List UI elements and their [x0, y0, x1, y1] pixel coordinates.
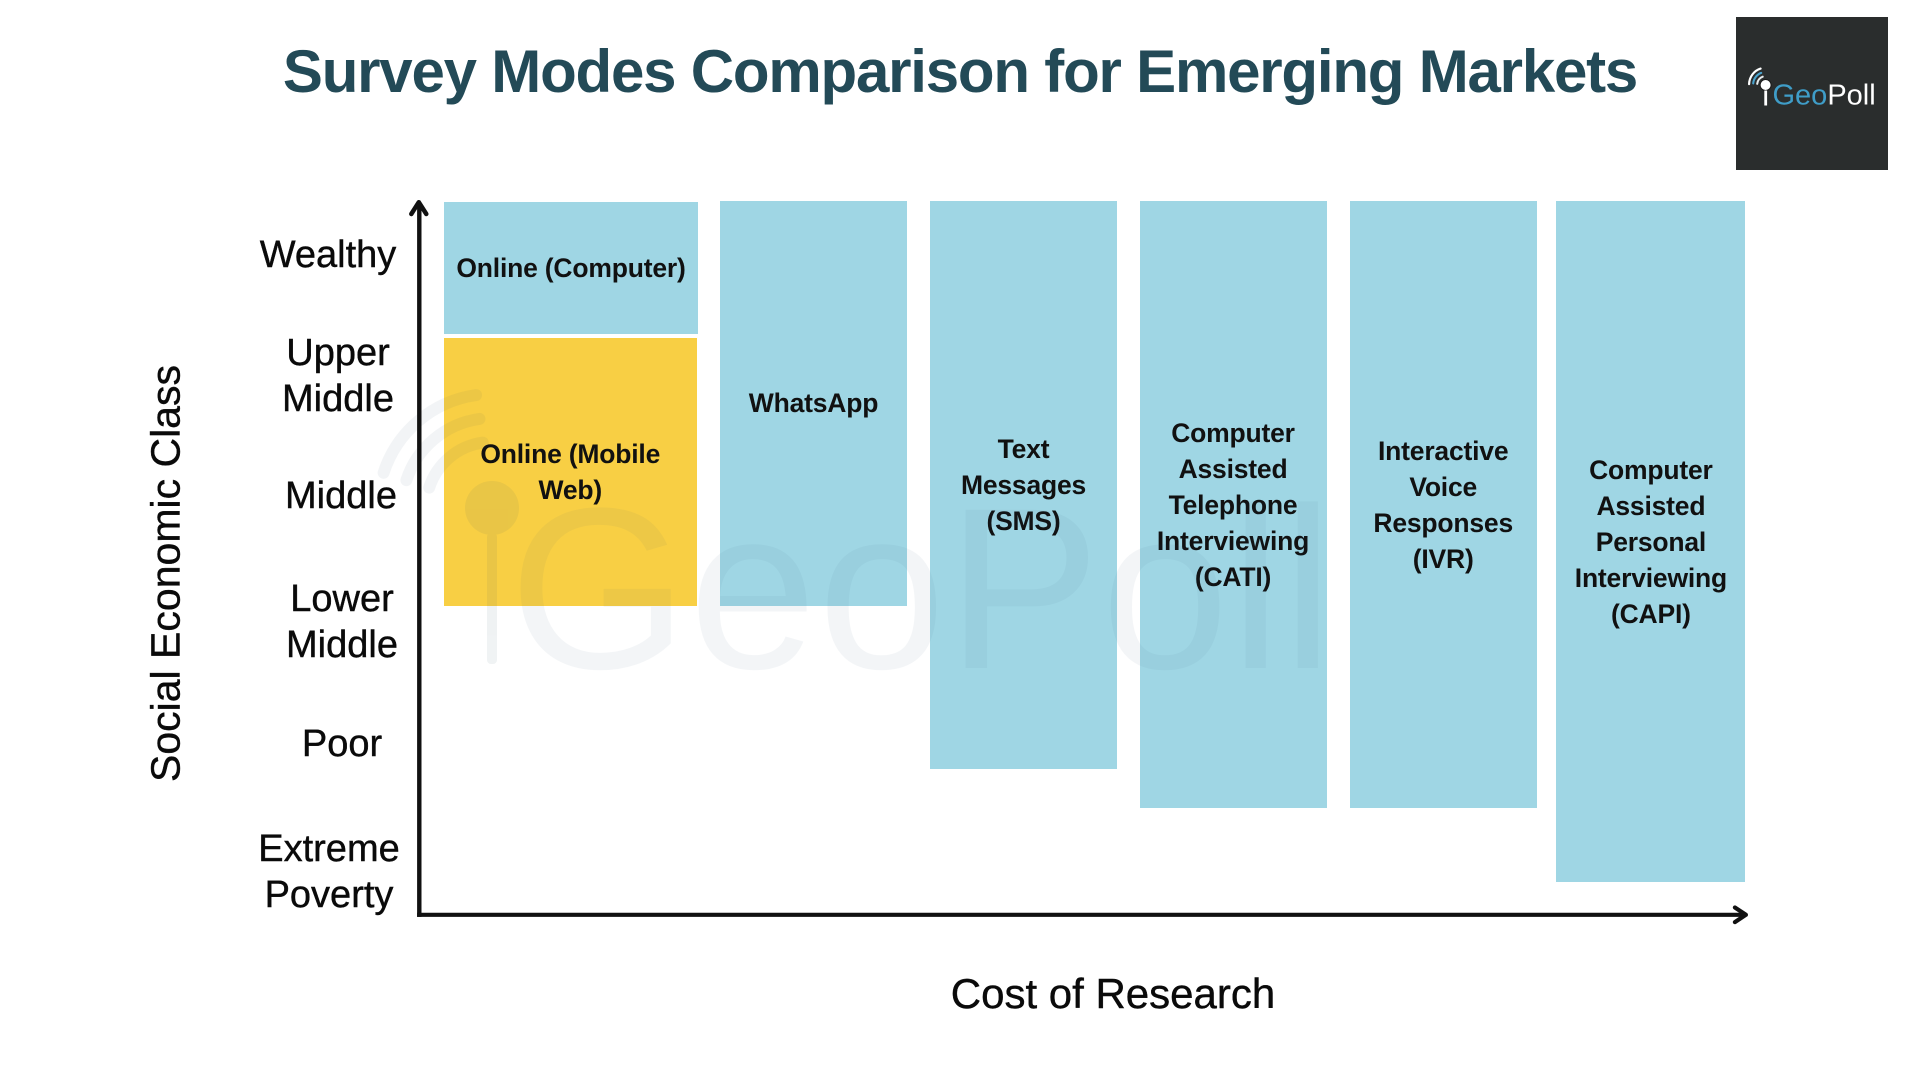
- svg-text:GeoPoll: GeoPoll: [509, 460, 1334, 717]
- svg-text:GeoPoll: GeoPoll: [1773, 80, 1876, 112]
